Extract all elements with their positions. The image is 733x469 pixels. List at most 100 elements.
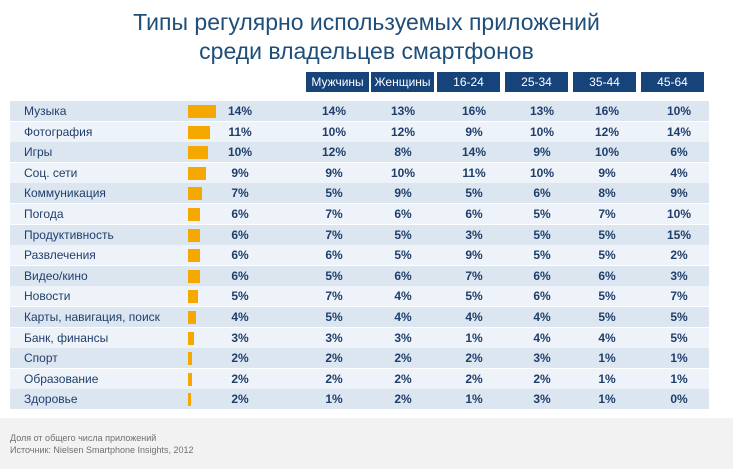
total-share-bar [188, 126, 210, 139]
cell-value: 6% [533, 269, 551, 283]
total-share-value: 11% [228, 125, 252, 139]
cell-value: 10% [321, 125, 347, 139]
total-share-bar [188, 105, 216, 118]
cell-value: 4% [394, 310, 412, 324]
total-share-bar [188, 146, 208, 159]
cell-value: 6% [533, 289, 551, 303]
cell-value: 10% [390, 166, 416, 180]
cell-value: 7% [670, 289, 688, 303]
total-share-value: 14% [227, 104, 253, 118]
total-share-value: 2% [231, 392, 249, 406]
cell-value: 15% [666, 228, 692, 242]
cell-value: 2% [325, 372, 343, 386]
cell-value: 10% [594, 145, 620, 159]
cell-value: 4% [670, 166, 688, 180]
cell-value: 6% [325, 248, 343, 262]
cell-value: 7% [325, 228, 343, 242]
cell-value: 1% [598, 392, 616, 406]
total-share-value: 6% [231, 228, 249, 242]
table-row: Банк, финансы 3% 3% 3% 1% 4% 4% 5% [10, 328, 709, 348]
cell-value: 13% [390, 104, 416, 118]
row-category-label: Образование [24, 372, 99, 386]
cell-value: 9% [394, 186, 412, 200]
table-row: Продуктивность 6% 7% 5% 3% 5% 5% 15% [10, 225, 709, 245]
row-category-label: Банк, финансы [24, 331, 109, 345]
total-share-bar [188, 249, 200, 262]
footnote-share: Доля от общего числа приложений [10, 433, 157, 443]
cell-value: 1% [670, 372, 688, 386]
cell-value: 3% [533, 392, 551, 406]
cell-value: 3% [325, 331, 343, 345]
total-share-bar [188, 311, 196, 324]
cell-value: 12% [390, 125, 416, 139]
total-share-value: 9% [231, 166, 249, 180]
cell-value: 3% [670, 269, 688, 283]
total-share-bar [188, 208, 200, 221]
cell-value: 11% [462, 166, 486, 180]
cell-value: 9% [325, 166, 343, 180]
cell-value: 16% [594, 104, 620, 118]
cell-value: 7% [465, 269, 483, 283]
cell-value: 16% [461, 104, 487, 118]
total-share-value: 2% [231, 372, 249, 386]
total-share-value: 3% [231, 331, 249, 345]
cell-value: 2% [394, 392, 412, 406]
cell-value: 10% [529, 125, 555, 139]
cell-value: 14% [461, 145, 487, 159]
column-header-4: 25-34 [505, 72, 568, 92]
cell-value: 5% [325, 310, 343, 324]
cell-value: 9% [670, 186, 688, 200]
table-row: Коммуникация 7% 5% 9% 5% 6% 8% 9% [10, 183, 709, 203]
cell-value: 6% [598, 269, 616, 283]
cell-value: 2% [533, 372, 551, 386]
cell-value: 3% [533, 351, 551, 365]
cell-value: 4% [533, 310, 551, 324]
cell-value: 8% [394, 145, 412, 159]
cell-value: 5% [533, 228, 551, 242]
cell-value: 4% [394, 289, 412, 303]
row-category-label: Развлечения [24, 248, 96, 262]
cell-value: 8% [598, 186, 616, 200]
row-category-label: Новости [24, 289, 71, 303]
cell-value: 3% [465, 228, 483, 242]
chart-title-line-2: среди владельцев смартфонов [199, 38, 534, 64]
cell-value: 2% [465, 351, 483, 365]
cell-value: 5% [465, 289, 483, 303]
total-share-bar [188, 290, 198, 303]
total-share-bar [188, 352, 192, 365]
cell-value: 5% [598, 248, 616, 262]
row-category-label: Коммуникация [24, 186, 106, 200]
cell-value: 10% [529, 166, 555, 180]
cell-value: 6% [533, 186, 551, 200]
cell-value: 6% [670, 145, 688, 159]
cell-value: 5% [598, 289, 616, 303]
cell-value: 10% [666, 207, 692, 221]
cell-value: 2% [465, 372, 483, 386]
cell-value: 1% [598, 372, 616, 386]
row-category-label: Видео/кино [24, 269, 88, 283]
total-share-value: 2% [231, 351, 249, 365]
row-category-label: Погода [24, 207, 64, 221]
cell-value: 9% [598, 166, 616, 180]
column-header-5: 35-44 [573, 72, 636, 92]
row-category-label: Продуктивность [24, 228, 114, 242]
total-share-bar [188, 167, 206, 180]
cell-value: 5% [670, 331, 688, 345]
total-share-bar [188, 187, 202, 200]
cell-value: 6% [394, 269, 412, 283]
cell-value: 5% [670, 310, 688, 324]
total-share-value: 5% [231, 289, 249, 303]
cell-value: 7% [325, 207, 343, 221]
total-share-value: 10% [227, 145, 253, 159]
table-row: Здоровье 2% 1% 2% 1% 3% 1% 0% [10, 389, 709, 409]
total-share-value: 4% [231, 310, 249, 324]
cell-value: 5% [465, 186, 483, 200]
footnote-source: Источник: Nielsen Smartphone Insights, 2… [10, 445, 194, 455]
total-share-bar [188, 393, 191, 406]
cell-value: 2% [325, 351, 343, 365]
cell-value: 2% [394, 372, 412, 386]
table-row: Карты, навигация, поиск 4% 5% 4% 4% 4% 5% 5% [10, 307, 709, 327]
column-header-1: Мужчины [306, 72, 369, 92]
table-row: Развлечения 6% 6% 5% 9% 5% 5% 2% [10, 245, 709, 265]
cell-value: 5% [598, 310, 616, 324]
